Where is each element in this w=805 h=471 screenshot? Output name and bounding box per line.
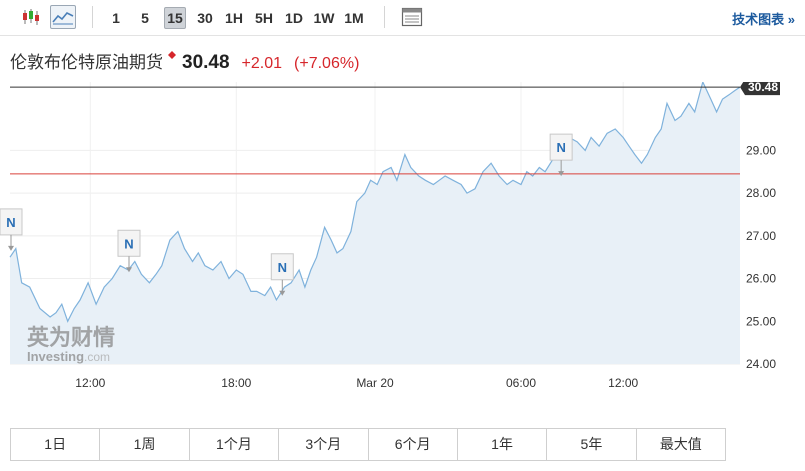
x-tick-label: 06:00	[506, 376, 536, 390]
news-marker-label: N	[6, 215, 15, 230]
news-marker[interactable]: N	[117, 229, 141, 273]
news-marker[interactable]: N	[549, 133, 573, 177]
price-chart[interactable]: 30.48 N N N N 24.00 25.00 26.00 27.00 28.00 29.0…	[0, 82, 805, 400]
range-1m[interactable]: 1个月	[189, 429, 280, 460]
last-price: 30.48	[182, 52, 230, 73]
price-change-percent: (+7.06%)	[294, 55, 360, 72]
last-price-tag-bg	[740, 82, 780, 96]
instrument-header: 伦敦布伦特原油期货 30.48 +2.01 (+7.06%)	[10, 48, 359, 74]
period-1d[interactable]: 1D	[285, 10, 303, 26]
news-marker[interactable]: N	[270, 253, 294, 296]
y-tick-label: 29.00	[746, 143, 776, 157]
last-price-tag: 30.48	[740, 82, 780, 96]
watermark-cn: 英为财情	[27, 325, 115, 350]
candlestick-icon[interactable]	[18, 5, 44, 29]
x-tick-label: 12:00	[608, 376, 638, 390]
news-marker-arrow	[279, 290, 286, 296]
up-diamond-icon	[168, 51, 176, 59]
area-chart-icon[interactable]	[50, 5, 76, 29]
last-price-tag-label: 30.48	[748, 82, 778, 94]
range-1w[interactable]: 1周	[100, 429, 190, 460]
watermark-en: Investing	[27, 349, 84, 364]
y-tick-label: 27.00	[746, 229, 776, 243]
range-1d[interactable]: 1日	[11, 429, 101, 460]
range-1y[interactable]: 1年	[457, 429, 548, 460]
period-1[interactable]: 1	[112, 10, 120, 26]
news-marker[interactable]: N	[0, 208, 23, 251]
range-5y[interactable]: 5年	[547, 429, 637, 460]
watermark-suffix: .com	[84, 350, 110, 364]
period-30[interactable]: 30	[197, 10, 213, 26]
series-line	[9, 82, 741, 323]
news-marker-box	[117, 229, 141, 257]
range-3m[interactable]: 3个月	[279, 429, 369, 460]
y-tick-label: 26.00	[746, 272, 776, 286]
table-icon[interactable]	[399, 5, 425, 29]
toolbar-separator	[92, 6, 93, 28]
toolbar-separator	[384, 6, 385, 28]
x-tick-label: 12:00	[75, 376, 105, 390]
price-change: +2.01	[241, 55, 283, 72]
y-tick-label: 25.00	[746, 314, 776, 328]
news-marker-arrow	[125, 267, 132, 273]
news-marker-arrow	[8, 245, 14, 251]
news-marker-arrow	[558, 171, 565, 177]
range-max[interactable]: 最大值	[636, 429, 725, 460]
period-1w[interactable]: 1W	[313, 10, 335, 26]
news-marker-box	[270, 253, 294, 281]
x-tick-label: Mar 20	[356, 376, 394, 390]
period-15[interactable]: 15	[164, 7, 186, 29]
range-6m[interactable]: 6个月	[368, 429, 458, 460]
news-marker-label: N	[278, 260, 287, 275]
news-marker-label: N	[556, 140, 565, 155]
instrument-name: 伦敦布伦特原油期货	[10, 53, 163, 72]
period-5h[interactable]: 5H	[255, 10, 273, 26]
investing-watermark: 英为财情 Investing .com	[27, 325, 115, 364]
chart-toolbar: 1 5 15 30 1H 5H 1D 1W 1M 技术图表 »	[0, 0, 805, 36]
time-range-bar: 1日 1周 1个月 3个月 6个月 1年 5年 最大值	[10, 428, 726, 461]
y-tick-label: 28.00	[746, 186, 776, 200]
period-1h[interactable]: 1H	[225, 10, 243, 26]
x-tick-label: 18:00	[221, 376, 251, 390]
technical-chart-link[interactable]: 技术图表 »	[732, 12, 795, 27]
news-marker-label: N	[124, 236, 133, 251]
period-5[interactable]: 5	[141, 10, 149, 26]
y-tick-label: 24.00	[746, 357, 776, 371]
period-1m[interactable]: 1M	[344, 10, 364, 26]
